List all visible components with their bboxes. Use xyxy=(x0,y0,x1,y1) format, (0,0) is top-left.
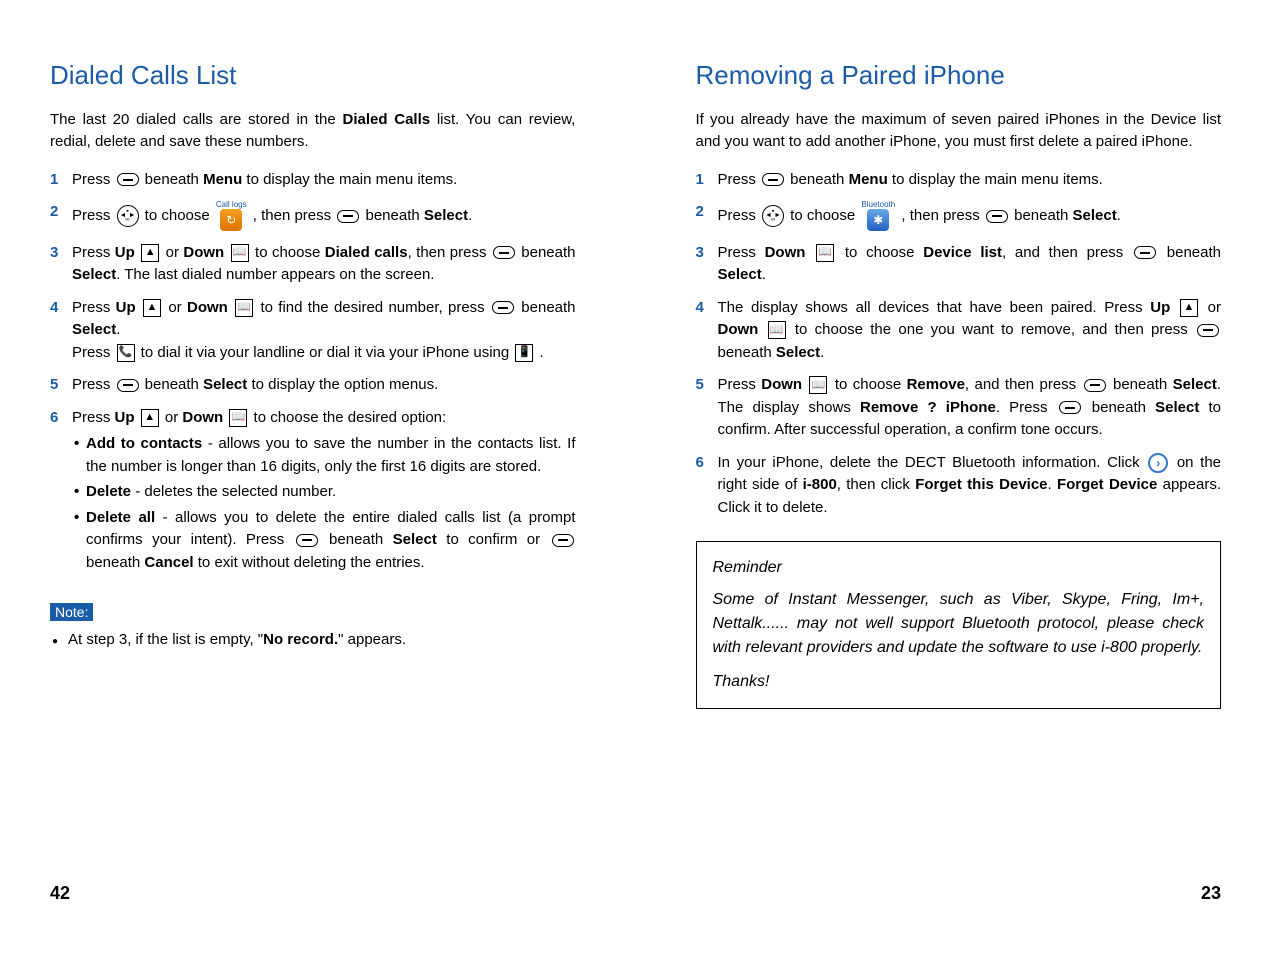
option-list: Add to contacts - allows you to save the… xyxy=(72,433,576,574)
left-page: Dialed Calls List The last 20 dialed cal… xyxy=(20,40,606,924)
softkey-icon xyxy=(117,379,139,392)
softkey-icon xyxy=(1084,379,1106,392)
right-title: Removing a Paired iPhone xyxy=(696,60,1222,91)
iphone-icon: 📱 xyxy=(515,344,533,362)
left-steps: 1 Press beneath Menu to display the main… xyxy=(50,169,576,578)
left-page-number: 42 xyxy=(50,883,576,904)
left-title: Dialed Calls List xyxy=(50,60,576,91)
rstep-6: 6 In your iPhone, delete the DECT Blueto… xyxy=(696,452,1222,520)
rstep-1: 1 Press beneath Menu to display the main… xyxy=(696,169,1222,192)
up-icon: ▲ xyxy=(141,409,159,427)
softkey-icon xyxy=(1197,324,1219,337)
step-2: 2 Press ▪∞ to choose Call logs↻ , then p… xyxy=(50,201,576,232)
step-1: 1 Press beneath Menu to display the main… xyxy=(50,169,576,192)
step-5: 5 Press beneath Select to display the op… xyxy=(50,374,576,397)
up-icon: ▲ xyxy=(143,299,161,317)
step-3: 3 Press Up ▲ or Down 📖 to choose Dialed … xyxy=(50,242,576,287)
right-content: Removing a Paired iPhone If you already … xyxy=(696,60,1222,883)
rstep-2: 2 Press ▪∞ to choose Bluetooth✱ , then p… xyxy=(696,201,1222,232)
rstep-5: 5 Press Down 📖 to choose Remove, and the… xyxy=(696,374,1222,442)
right-page-number: 23 xyxy=(696,883,1222,904)
softkey-icon xyxy=(492,301,514,314)
note-label: Note: xyxy=(50,603,93,621)
rstep-3: 3 Press Down 📖 to choose Device list, an… xyxy=(696,242,1222,287)
step-6: 6 Press Up ▲ or Down 📖 to choose the des… xyxy=(50,407,576,578)
reminder-title: Reminder xyxy=(713,556,1205,580)
nav-icon: ▪∞ xyxy=(762,205,784,227)
down-icon: 📖 xyxy=(231,244,249,262)
right-page: Removing a Paired iPhone If you already … xyxy=(666,40,1252,924)
softkey-icon xyxy=(1134,246,1156,259)
step-4: 4 Press Up ▲ or Down 📖 to find the desir… xyxy=(50,297,576,365)
down-icon: 📖 xyxy=(816,244,834,262)
nav-icon: ▪∞ xyxy=(117,205,139,227)
down-icon: 📖 xyxy=(229,409,247,427)
reminder-box: Reminder Some of Instant Messenger, such… xyxy=(696,541,1222,709)
softkey-icon xyxy=(296,534,318,547)
softkey-icon xyxy=(117,173,139,186)
softkey-icon xyxy=(337,210,359,223)
softkey-icon xyxy=(986,210,1008,223)
call-logs-icon: ↻ xyxy=(220,209,242,231)
right-intro: If you already have the maximum of seven… xyxy=(696,109,1222,153)
bluetooth-icon: ✱ xyxy=(867,209,889,231)
reminder-body: Some of Instant Messenger, such as Viber… xyxy=(713,588,1205,660)
softkey-icon xyxy=(493,246,515,259)
left-intro: The last 20 dialed calls are stored in t… xyxy=(50,109,576,153)
down-icon: 📖 xyxy=(768,321,786,339)
left-content: Dialed Calls List The last 20 dialed cal… xyxy=(50,60,576,883)
down-icon: 📖 xyxy=(809,376,827,394)
softkey-icon xyxy=(1059,401,1081,414)
softkey-icon xyxy=(762,173,784,186)
note-text: At step 3, if the list is empty, "No rec… xyxy=(50,631,576,648)
reminder-thanks: Thanks! xyxy=(713,670,1205,694)
up-icon: ▲ xyxy=(141,244,159,262)
rstep-4: 4 The display shows all devices that hav… xyxy=(696,297,1222,365)
up-icon: ▲ xyxy=(1180,299,1198,317)
down-icon: 📖 xyxy=(235,299,253,317)
dial-icon: 📞 xyxy=(117,344,135,362)
chevron-icon: › xyxy=(1148,453,1168,473)
softkey-icon xyxy=(552,534,574,547)
right-steps: 1 Press beneath Menu to display the main… xyxy=(696,169,1222,520)
